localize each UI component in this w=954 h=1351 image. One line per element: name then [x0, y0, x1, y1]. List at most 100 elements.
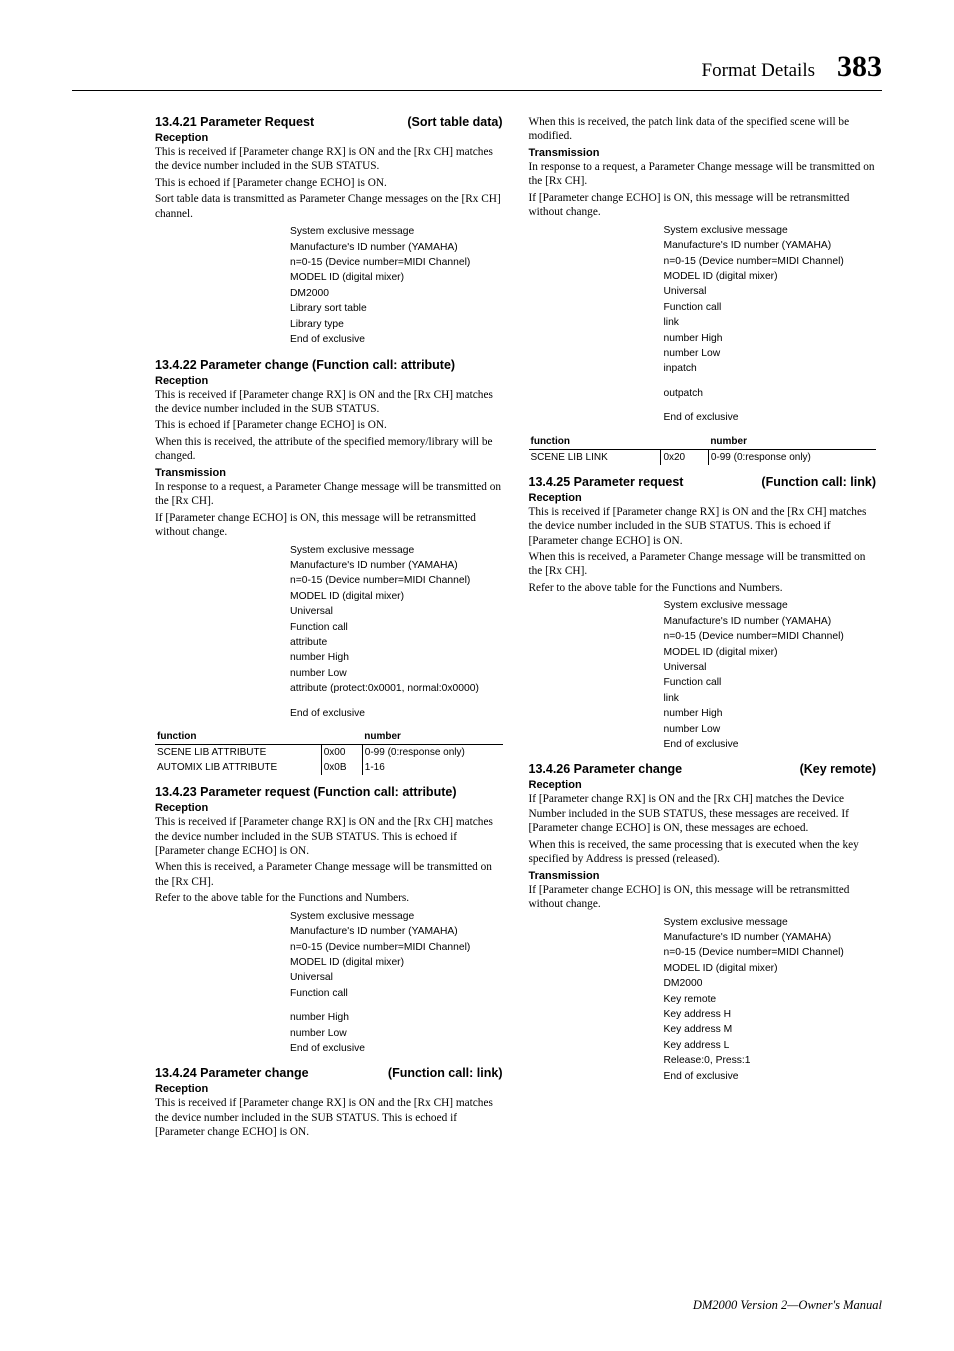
list-item: System exclusive message [290, 544, 503, 558]
footer-text: DM2000 Version 2—Owner's Manual [693, 1298, 882, 1313]
list-item: MODEL ID (digital mixer) [664, 646, 877, 660]
list-item: number Low [290, 667, 503, 681]
list-item: number Low [664, 723, 877, 737]
list-item: Key remote [664, 993, 877, 1007]
heading-left: 13.4.25 Parameter request [529, 475, 684, 489]
list-item: number High [290, 1011, 503, 1025]
list-item: End of exclusive [664, 1070, 877, 1084]
list-item: Library type [290, 318, 503, 332]
list-item: Library sort table [290, 302, 503, 316]
list-item: Key address M [664, 1023, 877, 1037]
list-item: number High [664, 332, 877, 346]
table-cell: 0x00 [321, 745, 362, 761]
reception-label: Reception [155, 375, 503, 387]
header-page-number: 383 [837, 50, 882, 84]
body-text: When this is received, the same processi… [529, 838, 877, 867]
list-item: Universal [290, 971, 503, 985]
message-list: System exclusive message Manufacture's I… [529, 599, 877, 752]
heading-left: 13.4.26 Parameter change [529, 762, 683, 776]
list-item: attribute (protect:0x0001, normal:0x0000… [290, 682, 503, 696]
list-item: MODEL ID (digital mixer) [664, 962, 877, 976]
transmission-label: Transmission [155, 467, 503, 479]
right-column: When this is received, the patch link da… [529, 115, 877, 1142]
section-heading: 13.4.25 Parameter request (Function call… [529, 475, 877, 489]
body-text: If [Parameter change RX] is ON and the [… [529, 792, 877, 835]
list-item: Release:0, Press:1 [664, 1054, 877, 1068]
list-item: System exclusive message [664, 916, 877, 930]
heading-right: (Function call: link) [761, 475, 876, 489]
function-table: function number SCENE LIB LINK 0x20 0-99… [529, 434, 877, 465]
list-item: n=0-15 (Device number=MIDI Channel) [664, 630, 877, 644]
list-item: Manufacture's ID number (YAMAHA) [664, 239, 877, 253]
table-cell: 0x20 [661, 449, 708, 465]
list-item: Manufacture's ID number (YAMAHA) [664, 931, 877, 945]
body-text: When this is received, a Parameter Chang… [155, 860, 503, 889]
list-item: n=0-15 (Device number=MIDI Channel) [664, 946, 877, 960]
heading-left: 13.4.24 Parameter change [155, 1066, 309, 1080]
left-column: 13.4.21 Parameter Request (Sort table da… [155, 115, 503, 1142]
body-text: In response to a request, a Parameter Ch… [529, 160, 877, 189]
list-item: Manufacture's ID number (YAMAHA) [290, 925, 503, 939]
list-item: End of exclusive [664, 411, 877, 425]
table-header: number [362, 729, 502, 745]
section-heading: 13.4.24 Parameter change (Function call:… [155, 1066, 503, 1080]
list-item: n=0-15 (Device number=MIDI Channel) [290, 256, 503, 270]
list-item: Manufacture's ID number (YAMAHA) [290, 241, 503, 255]
list-item: link [664, 316, 877, 330]
message-list: System exclusive message Manufacture's I… [155, 225, 503, 347]
body-text: This is received if [Parameter change RX… [529, 505, 877, 548]
table-cell: 0-99 (0:response only) [362, 745, 502, 761]
body-text: This is echoed if [Parameter change ECHO… [155, 418, 503, 432]
body-text: Refer to the above table for the Functio… [529, 581, 877, 595]
list-item: number High [664, 707, 877, 721]
list-item: number Low [290, 1027, 503, 1041]
list-item: Function call [290, 621, 503, 635]
reception-label: Reception [529, 779, 877, 791]
body-text: This is received if [Parameter change RX… [155, 815, 503, 858]
list-item: System exclusive message [664, 599, 877, 613]
body-text: If [Parameter change ECHO] is ON, this m… [529, 883, 877, 912]
section-heading: 13.4.22 Parameter change (Function call:… [155, 358, 503, 372]
body-text: In response to a request, a Parameter Ch… [155, 480, 503, 509]
list-item: Function call [290, 987, 503, 1001]
body-text: When this is received, a Parameter Chang… [529, 550, 877, 579]
reception-label: Reception [155, 802, 503, 814]
table-cell: AUTOMIX LIB ATTRIBUTE [155, 760, 321, 775]
table-row: AUTOMIX LIB ATTRIBUTE 0x0B 1-16 [155, 760, 503, 775]
header-rule [72, 90, 882, 91]
transmission-label: Transmission [529, 870, 877, 882]
table-row: SCENE LIB ATTRIBUTE 0x00 0-99 (0:respons… [155, 745, 503, 761]
list-item: End of exclusive [290, 333, 503, 347]
table-header: function [155, 729, 321, 745]
reception-label: Reception [155, 132, 503, 144]
body-text: Sort table data is transmitted as Parame… [155, 192, 503, 221]
heading-left: 13.4.22 Parameter change (Function call:… [155, 358, 455, 372]
table-header: function [529, 434, 661, 450]
body-text: This is received if [Parameter change RX… [155, 145, 503, 174]
section-heading: 13.4.21 Parameter Request (Sort table da… [155, 115, 503, 129]
list-item: inpatch [664, 362, 877, 376]
table-header [321, 729, 362, 745]
heading-left: 13.4.21 Parameter Request [155, 115, 314, 129]
body-text: This is received if [Parameter change RX… [155, 388, 503, 417]
list-item: MODEL ID (digital mixer) [290, 590, 503, 604]
list-item: Function call [664, 301, 877, 315]
section-heading: 13.4.23 Parameter request (Function call… [155, 785, 503, 799]
list-item: End of exclusive [290, 707, 503, 721]
list-item: DM2000 [290, 287, 503, 301]
table-cell: SCENE LIB LINK [529, 449, 661, 465]
table-header [661, 434, 708, 450]
body-text: When this is received, the patch link da… [529, 115, 877, 144]
list-item: Key address H [664, 1008, 877, 1022]
list-item: outpatch [664, 387, 877, 401]
list-item: Universal [664, 661, 877, 675]
message-list: System exclusive message Manufacture's I… [529, 916, 877, 1084]
body-text: When this is received, the attribute of … [155, 435, 503, 464]
list-item: Universal [664, 285, 877, 299]
heading-left: 13.4.23 Parameter request (Function call… [155, 785, 456, 799]
list-item: number Low [664, 347, 877, 361]
heading-right: (Sort table data) [407, 115, 502, 129]
list-item: Manufacture's ID number (YAMAHA) [664, 615, 877, 629]
body-text: If [Parameter change ECHO] is ON, this m… [155, 511, 503, 540]
table-cell: 1-16 [362, 760, 502, 775]
